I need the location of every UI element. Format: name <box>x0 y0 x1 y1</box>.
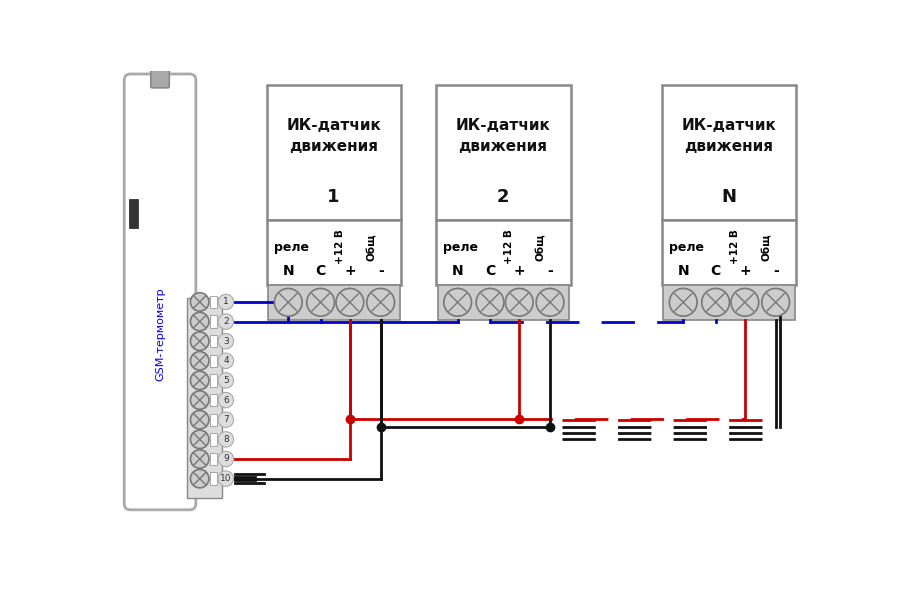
Text: -: - <box>547 264 553 278</box>
Bar <box>664 285 795 320</box>
Text: ИК-датчик
движения: ИК-датчик движения <box>286 118 381 154</box>
Circle shape <box>190 450 209 468</box>
Bar <box>187 298 222 498</box>
Text: N: N <box>452 264 463 278</box>
Circle shape <box>218 294 234 310</box>
Circle shape <box>274 288 303 316</box>
Circle shape <box>218 392 234 408</box>
Circle shape <box>190 371 209 389</box>
Bar <box>209 355 218 367</box>
Circle shape <box>669 288 697 316</box>
Text: 2: 2 <box>497 187 509 206</box>
Bar <box>209 453 218 465</box>
Text: C: C <box>484 264 495 278</box>
Text: реле: реле <box>274 241 309 254</box>
Bar <box>438 285 569 320</box>
Bar <box>662 219 796 285</box>
Circle shape <box>218 412 234 427</box>
Text: +: + <box>344 264 356 278</box>
Circle shape <box>218 431 234 447</box>
Bar <box>209 472 218 485</box>
Circle shape <box>336 288 364 316</box>
Text: +: + <box>739 264 750 278</box>
Circle shape <box>190 469 209 488</box>
FancyBboxPatch shape <box>124 74 196 510</box>
Bar <box>436 85 571 219</box>
Circle shape <box>218 471 234 486</box>
Text: -: - <box>377 264 384 278</box>
Text: Общ: Общ <box>366 233 376 261</box>
Text: реле: реле <box>669 241 704 254</box>
Circle shape <box>218 373 234 388</box>
Bar <box>268 285 400 320</box>
Circle shape <box>367 288 395 316</box>
Circle shape <box>537 288 564 316</box>
Text: N: N <box>282 264 294 278</box>
Text: 3: 3 <box>223 337 228 346</box>
Circle shape <box>190 430 209 449</box>
Text: ИК-датчик
движения: ИК-датчик движения <box>681 118 776 154</box>
Text: 4: 4 <box>223 356 228 365</box>
Bar <box>209 374 218 387</box>
Text: реле: реле <box>443 241 478 254</box>
Circle shape <box>218 452 234 467</box>
Bar <box>209 394 218 406</box>
Text: GSM-термометр: GSM-термометр <box>155 287 165 381</box>
Circle shape <box>190 293 209 311</box>
Text: N: N <box>677 264 689 278</box>
Circle shape <box>761 288 790 316</box>
Text: 8: 8 <box>223 435 228 444</box>
Circle shape <box>444 288 472 316</box>
Circle shape <box>190 332 209 350</box>
Text: +12 В: +12 В <box>335 229 345 264</box>
Text: +12 В: +12 В <box>730 229 739 264</box>
Circle shape <box>190 312 209 331</box>
Text: 1: 1 <box>223 297 228 306</box>
Circle shape <box>190 391 209 410</box>
Circle shape <box>218 353 234 369</box>
Circle shape <box>190 352 209 370</box>
Text: 7: 7 <box>223 415 228 424</box>
Circle shape <box>307 288 335 316</box>
Text: Общ: Общ <box>535 233 545 261</box>
Text: 10: 10 <box>220 474 231 483</box>
Circle shape <box>702 288 729 316</box>
Text: 2: 2 <box>223 317 228 326</box>
Text: 9: 9 <box>223 454 228 463</box>
Circle shape <box>190 411 209 429</box>
FancyBboxPatch shape <box>151 68 169 88</box>
Bar <box>267 219 401 285</box>
Text: 6: 6 <box>223 395 228 405</box>
Text: -: - <box>772 264 779 278</box>
Bar <box>129 199 138 228</box>
Bar <box>209 316 218 328</box>
Bar <box>209 433 218 446</box>
Circle shape <box>218 333 234 349</box>
Bar <box>209 296 218 308</box>
Bar <box>209 335 218 348</box>
Bar <box>209 414 218 426</box>
Text: N: N <box>721 187 736 206</box>
Text: +: + <box>514 264 525 278</box>
Circle shape <box>476 288 504 316</box>
Text: +12 В: +12 В <box>505 229 515 264</box>
Text: 1: 1 <box>327 187 340 206</box>
Text: C: C <box>710 264 721 278</box>
Circle shape <box>505 288 533 316</box>
Circle shape <box>218 314 234 329</box>
Text: C: C <box>315 264 325 278</box>
Text: ИК-датчик
движения: ИК-датчик движения <box>456 118 550 154</box>
Bar <box>267 85 401 219</box>
Text: Общ: Общ <box>760 233 771 261</box>
Bar <box>436 219 571 285</box>
Text: 5: 5 <box>223 376 228 385</box>
Bar <box>662 85 796 219</box>
Circle shape <box>731 288 759 316</box>
